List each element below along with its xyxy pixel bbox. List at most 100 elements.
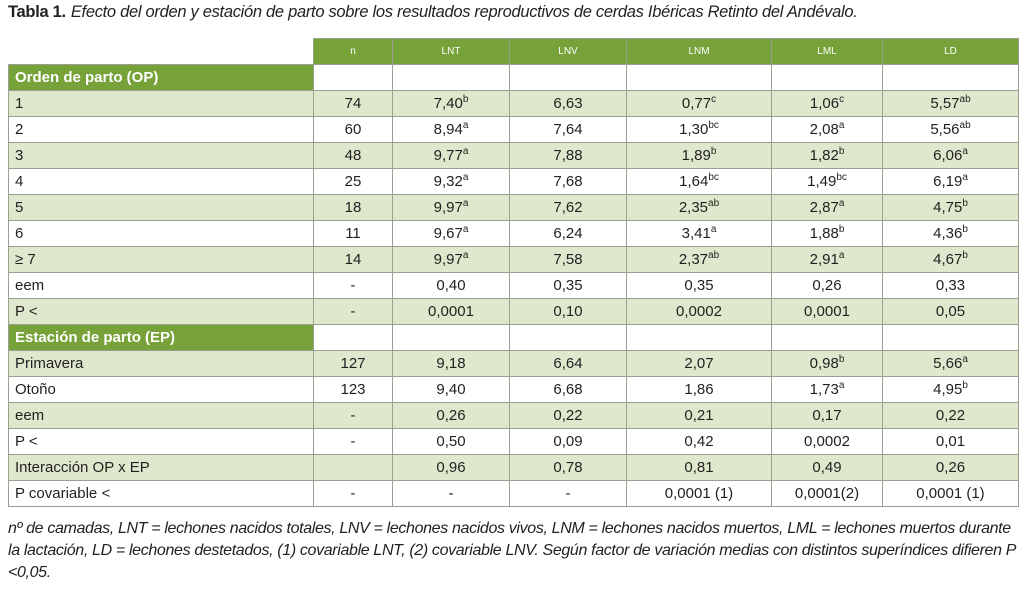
superscript: b [710,146,717,157]
row-label: P < [8,428,314,455]
empty-cell [313,324,393,351]
cell: 2,87a [771,194,883,221]
superscript: a [462,172,469,183]
cell: 0,0001 (1) [882,480,1019,507]
cell: 1,30bc [626,116,772,143]
cell: 0,50 [392,428,510,455]
superscript: ab [708,198,720,209]
superscript: b [962,380,968,391]
cell: 0,0001 [392,298,510,325]
cell: 0,35 [509,272,627,299]
empty-cell [392,324,510,351]
superscript: bc [708,120,719,131]
cell: 9,97a [392,246,510,273]
data-row: ≥ 7 14 9,97a 7,58 2,37ab 2,91a 4,67b [8,246,1019,273]
cell-value: 1,06 [809,95,840,112]
cell-value: 3,41 [681,225,711,242]
superscript: bc [836,172,847,183]
cell: 4,67b [882,246,1019,273]
cell: - [313,298,393,325]
cell: 6,63 [509,90,627,117]
cell: 123 [313,376,393,403]
header-blank [8,38,314,65]
cell: - [313,428,393,455]
cell: 0,26 [392,402,510,429]
cell: 6,64 [509,350,627,377]
superscript: ab [959,120,971,131]
empty-cell [882,64,1019,91]
cell-value: 1,64 [679,173,709,190]
cell: 8,94a [392,116,510,143]
cell: 25 [313,168,393,195]
cell: 6,06a [882,142,1019,169]
cell: 1,64bc [626,168,772,195]
cell-value: 4,67 [933,251,963,268]
cell-value: 1,49 [807,173,837,190]
table-body: n LNT LNV LNM LML LD Orden de parto (OP) 1 74 7,4… [8,38,1019,507]
cell: 1,73a [771,376,883,403]
superscript: a [462,120,469,131]
cell: 7,88 [509,142,627,169]
cell: 0,0001 (1) [626,480,772,507]
superscript: c [711,94,717,105]
empty-cell [771,324,883,351]
cell: 0,22 [509,402,627,429]
data-row: eem -0,40 0,35 0,35 0,26 0,33 [8,272,1019,299]
data-row: Interacción OP x EP 0,96 0,78 0,81 0,49 0,26 [8,454,1019,481]
data-row: P < -0,0001 0,10 0,0002 0,0001 0,05 [8,298,1019,325]
row-label: P < [8,298,314,325]
empty-cell [313,64,393,91]
row-label: eem [8,402,314,429]
cell: 9,67a [392,220,510,247]
cell: 11 [313,220,393,247]
caption-text: Efecto del orden y estación de parto sob… [70,3,858,21]
cell-value: 9,77 [433,147,463,164]
empty-cell [509,64,627,91]
cell-value: 0,98 [809,355,839,372]
cell: 0,77c [626,90,772,117]
cell-value: 2,87 [809,199,839,216]
cell: - [313,480,393,507]
cell-value: 9,32 [433,173,463,190]
footnote: nº de camadas, LNT = lechones nacidos to… [8,520,1016,581]
column-header: LNT [392,38,510,65]
empty-cell [392,64,510,91]
cell: 0,49 [771,454,883,481]
cell: - [313,272,393,299]
empty-cell [626,324,772,351]
cell: - [392,480,510,507]
cell-value: 0,77 [681,95,712,112]
cell: 7,40b [392,90,510,117]
cell: 4,36b [882,220,1019,247]
superscript: a [462,224,469,235]
superscript: b [962,224,968,235]
cell: 4,75b [882,194,1019,221]
column-header: LNM [626,38,772,65]
empty-cell [509,324,627,351]
cell: 9,32a [392,168,510,195]
empty-cell [313,454,393,481]
superscript: b [838,224,845,235]
cell: 5,66a [882,350,1019,377]
cell: 0,26 [771,272,883,299]
cell: 0,22 [882,402,1019,429]
caption: Tabla 1. Efecto del orden y estación de p… [8,3,858,22]
cell-value: 6,06 [933,147,963,164]
cell: 2,37ab [626,246,772,273]
cell: 1,86 [626,376,772,403]
cell: 1,06c [771,90,883,117]
empty-cell [626,64,772,91]
cell: 0,17 [771,402,883,429]
cell: 0,26 [882,454,1019,481]
cell-value: 2,35 [678,199,709,216]
cell-value: 4,95 [933,381,963,398]
superscript: a [838,380,845,391]
empty-cell [771,64,883,91]
cell: 3,41a [626,220,772,247]
cell: 0,0002 [626,298,772,325]
cell: 7,68 [509,168,627,195]
cell: 6,24 [509,220,627,247]
row-label: 4 [8,168,314,195]
section-label: Orden de parto (OP) [8,64,314,91]
